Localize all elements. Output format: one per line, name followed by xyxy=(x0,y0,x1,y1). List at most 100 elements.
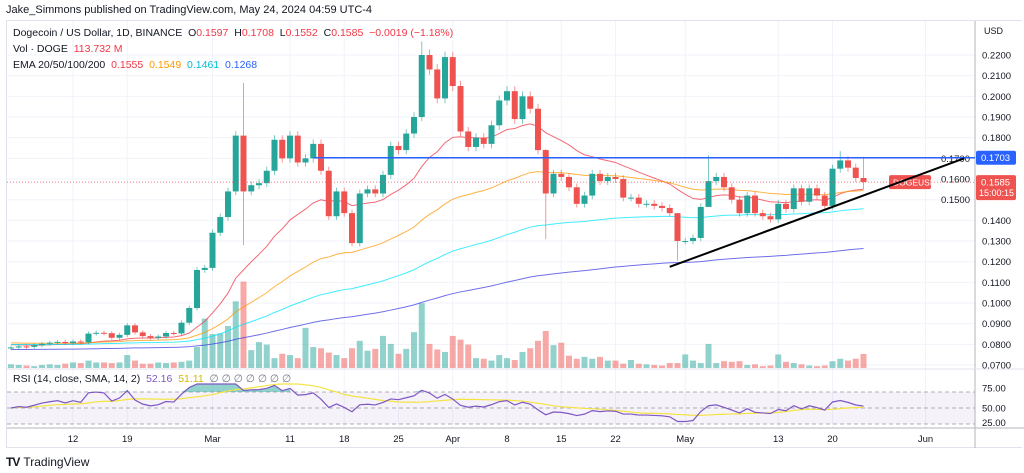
trendline[interactable] xyxy=(669,157,965,268)
volume-bar xyxy=(635,363,642,368)
candle-body xyxy=(790,188,797,209)
candle xyxy=(457,80,464,137)
price-tick-label: 0.0700 xyxy=(982,361,1011,372)
candle xyxy=(682,237,689,245)
chart-legend: Dogecoin / US Dollar, 1D, BINANCE O0.159… xyxy=(13,25,453,73)
candle-body xyxy=(690,237,696,242)
candle xyxy=(589,169,596,200)
volume-bar xyxy=(581,356,588,368)
volume-bar xyxy=(77,363,84,368)
candle-body xyxy=(411,117,417,134)
volume-bar xyxy=(349,348,355,368)
high-value: 0.1708 xyxy=(241,27,274,39)
volume-bar xyxy=(139,363,146,368)
candle xyxy=(535,103,541,155)
volume-bar xyxy=(124,355,131,368)
rsi-legend[interactable]: RSI (14, close, SMA, 14, 2) 52.16 51.11 … xyxy=(13,373,291,385)
candle-body xyxy=(527,96,534,109)
candle-body xyxy=(635,197,642,204)
candle-body xyxy=(62,341,69,344)
volume-legend-row[interactable]: Vol · DOGE 113.732 M xyxy=(13,41,453,57)
candle xyxy=(628,193,634,202)
tradingview-logo[interactable]: TV TradingView xyxy=(6,455,89,469)
candle xyxy=(473,133,479,152)
volume-bar xyxy=(248,350,255,368)
candle-body xyxy=(294,135,301,163)
candle xyxy=(798,184,805,206)
candle xyxy=(93,330,100,336)
volume-label: Vol · DOGE xyxy=(13,43,68,55)
ema-legend-row[interactable]: EMA 20/50/100/200 0.1555 0.1549 0.1461 0… xyxy=(13,57,453,73)
candle-body xyxy=(39,343,45,346)
candle-body xyxy=(93,332,100,334)
candle-body xyxy=(821,195,828,206)
candle xyxy=(604,172,611,186)
volume-bar xyxy=(566,355,572,368)
price-tick-label: 0.0900 xyxy=(982,319,1011,330)
candle-body xyxy=(566,176,572,188)
countdown-label: 15:00:15 xyxy=(979,188,1014,198)
symbol-tag xyxy=(889,175,931,190)
volume-bar xyxy=(85,360,92,368)
volume-bar xyxy=(263,344,270,368)
volume-bar xyxy=(713,363,720,368)
candle-body xyxy=(597,173,603,182)
candle xyxy=(201,264,208,273)
candle xyxy=(581,191,588,208)
volume-bar xyxy=(287,355,293,368)
chart-frame xyxy=(6,20,1022,448)
volume-bar xyxy=(597,356,603,368)
candle-body xyxy=(581,195,588,204)
candle-body xyxy=(77,341,84,343)
close-label: C xyxy=(323,27,332,39)
volume-bar xyxy=(628,359,634,368)
volume-bar xyxy=(155,362,162,368)
candle xyxy=(54,339,61,345)
rsi-overbought-fill xyxy=(197,384,205,392)
volume-bar xyxy=(511,359,518,368)
candle-body xyxy=(217,217,224,233)
candle xyxy=(542,149,549,239)
candle-body xyxy=(356,193,363,244)
candle-body xyxy=(442,57,448,99)
time-tick-label: 13 xyxy=(773,434,784,445)
candle-body xyxy=(713,176,720,182)
volume-bar xyxy=(775,354,782,368)
candle-body xyxy=(341,191,348,214)
candle xyxy=(341,187,348,217)
low-label: L xyxy=(279,27,286,39)
symbol-tag-label: DOGEUSD xyxy=(893,178,936,188)
candle xyxy=(814,184,820,200)
candle xyxy=(132,323,138,335)
candle-body xyxy=(302,158,309,163)
time-tick-label: Mar xyxy=(204,434,220,445)
candle-body xyxy=(287,135,293,159)
time-tick-label: Apr xyxy=(445,434,460,445)
candle xyxy=(480,133,487,149)
volume-bar xyxy=(70,362,76,368)
volume-bar xyxy=(465,344,472,368)
rsi-overbought-fill xyxy=(212,384,221,392)
volume-bar xyxy=(504,358,510,368)
open-value: 0.1597 xyxy=(196,27,229,39)
volume-bar xyxy=(225,326,231,368)
currency-label[interactable]: USD xyxy=(984,26,1004,36)
volume-bar xyxy=(31,366,38,368)
volume-bar xyxy=(690,360,696,368)
na-value: ∅ xyxy=(269,373,280,385)
volume-bar xyxy=(395,353,402,368)
candle xyxy=(573,183,580,208)
volume-bar xyxy=(54,364,61,368)
candle xyxy=(775,200,782,223)
candle xyxy=(434,64,441,104)
candle-body xyxy=(504,91,510,101)
volume-bar xyxy=(620,363,627,368)
candle xyxy=(465,126,472,152)
rsi-tick-label: 75.00 xyxy=(982,384,1006,395)
candle xyxy=(790,184,797,213)
volume-bar xyxy=(651,364,658,368)
rsi-tick-label: 50.00 xyxy=(982,404,1006,415)
symbol-legend-row[interactable]: Dogecoin / US Dollar, 1D, BINANCE O0.159… xyxy=(13,25,453,41)
volume-value: 113.732 M xyxy=(73,43,123,55)
